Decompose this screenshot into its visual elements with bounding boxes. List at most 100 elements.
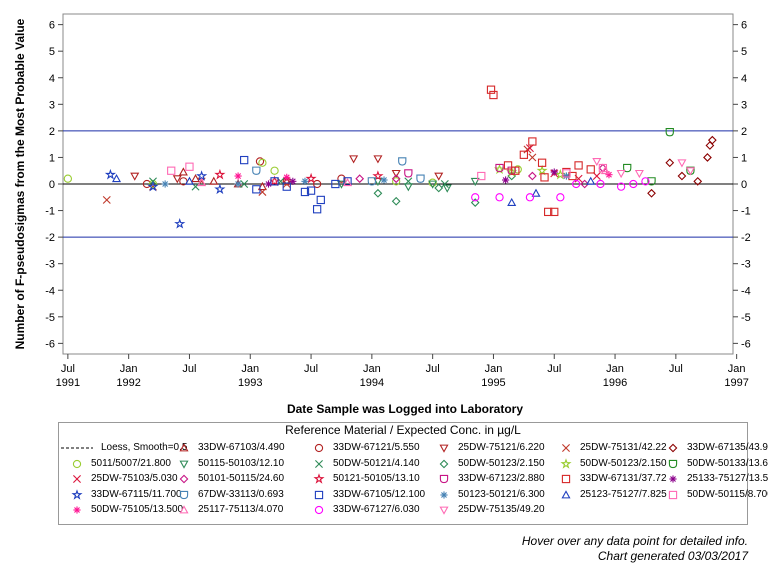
data-point[interactable] (605, 171, 613, 179)
data-point[interactable] (513, 165, 522, 174)
data-point[interactable] (240, 155, 249, 165)
data-point[interactable] (373, 177, 383, 187)
data-point[interactable] (677, 171, 687, 181)
data-point[interactable] (493, 163, 506, 175)
data-point[interactable] (372, 170, 384, 181)
data-point[interactable] (373, 155, 383, 164)
data-point[interactable] (130, 172, 140, 181)
data-point[interactable] (677, 159, 687, 168)
data-point[interactable] (111, 173, 122, 183)
data-point[interactable] (540, 173, 549, 182)
data-point[interactable] (528, 153, 537, 162)
data-point[interactable] (104, 168, 117, 180)
data-point[interactable] (470, 198, 480, 207)
data-point[interactable] (301, 177, 309, 185)
data-point[interactable] (337, 174, 346, 183)
data-point[interactable] (592, 172, 601, 181)
data-point[interactable] (257, 181, 267, 191)
data-point[interactable] (562, 169, 571, 178)
data-point[interactable] (355, 174, 365, 184)
data-point[interactable] (525, 144, 534, 153)
data-point[interactable] (167, 166, 176, 175)
data-point[interactable] (331, 179, 340, 189)
data-point[interactable] (416, 174, 425, 183)
data-point[interactable] (391, 169, 401, 179)
data-point[interactable] (392, 177, 401, 186)
data-point[interactable] (343, 177, 352, 186)
data-point[interactable] (147, 180, 159, 192)
data-point[interactable] (693, 176, 703, 186)
data-point[interactable] (623, 163, 632, 173)
data-point[interactable] (300, 187, 310, 197)
data-point[interactable] (185, 162, 194, 171)
data-point[interactable] (209, 176, 219, 185)
data-point[interactable] (234, 180, 242, 188)
data-point[interactable] (404, 169, 413, 178)
data-point[interactable] (665, 128, 674, 137)
data-point[interactable] (282, 182, 291, 191)
data-point[interactable] (550, 168, 558, 176)
data-point[interactable] (343, 177, 353, 187)
data-point[interactable] (197, 177, 207, 187)
data-point[interactable] (574, 161, 583, 170)
data-point[interactable] (336, 180, 346, 189)
data-point[interactable] (191, 173, 201, 183)
data-point[interactable] (214, 168, 226, 180)
data-point[interactable] (174, 217, 186, 229)
data-point[interactable] (428, 178, 437, 187)
data-point[interactable] (102, 195, 111, 204)
data-point[interactable] (172, 175, 182, 184)
data-point[interactable] (586, 176, 596, 185)
data-point[interactable] (434, 183, 444, 193)
data-point[interactable] (592, 157, 602, 167)
data-point[interactable] (367, 177, 377, 186)
data-point[interactable] (403, 183, 413, 192)
data-point[interactable] (312, 205, 322, 214)
data-point[interactable] (537, 158, 547, 167)
data-point[interactable] (629, 179, 638, 189)
data-point[interactable] (161, 180, 169, 188)
data-point[interactable] (306, 186, 316, 195)
data-point[interactable] (703, 153, 712, 162)
data-point[interactable] (527, 171, 537, 181)
data-point[interactable] (634, 169, 644, 179)
data-point[interactable] (536, 164, 548, 176)
data-point[interactable] (270, 166, 279, 175)
data-point[interactable] (511, 166, 520, 175)
data-point[interactable] (391, 196, 401, 206)
data-point[interactable] (489, 90, 498, 100)
data-point[interactable] (434, 172, 444, 181)
data-point[interactable] (525, 193, 535, 202)
data-point[interactable] (528, 137, 537, 146)
data-point[interactable] (234, 172, 242, 180)
data-point[interactable] (178, 167, 188, 176)
data-point[interactable] (470, 177, 480, 187)
data-point[interactable] (477, 171, 486, 181)
data-point[interactable] (641, 177, 650, 186)
data-point[interactable] (523, 145, 532, 154)
data-point[interactable] (283, 173, 291, 181)
data-point[interactable] (268, 175, 281, 187)
data-point[interactable] (252, 166, 261, 175)
data-point[interactable] (685, 167, 695, 176)
data-point[interactable] (442, 184, 452, 193)
data-point[interactable] (196, 170, 208, 181)
data-point[interactable] (373, 188, 383, 198)
data-point[interactable] (571, 179, 581, 189)
data-point[interactable] (707, 135, 717, 145)
data-point[interactable] (616, 169, 626, 179)
data-point[interactable] (63, 174, 73, 183)
data-point[interactable] (507, 197, 517, 207)
data-point[interactable] (428, 180, 438, 189)
data-point[interactable] (616, 182, 626, 191)
data-point[interactable] (665, 158, 675, 168)
data-point[interactable] (556, 193, 565, 202)
data-point[interactable] (214, 183, 226, 195)
data-point[interactable] (270, 177, 279, 186)
data-point[interactable] (586, 165, 595, 174)
data-point[interactable] (502, 176, 510, 184)
data-point[interactable] (550, 207, 559, 217)
data-point[interactable] (580, 179, 590, 189)
data-point[interactable] (312, 179, 322, 189)
data-point[interactable] (519, 150, 529, 159)
